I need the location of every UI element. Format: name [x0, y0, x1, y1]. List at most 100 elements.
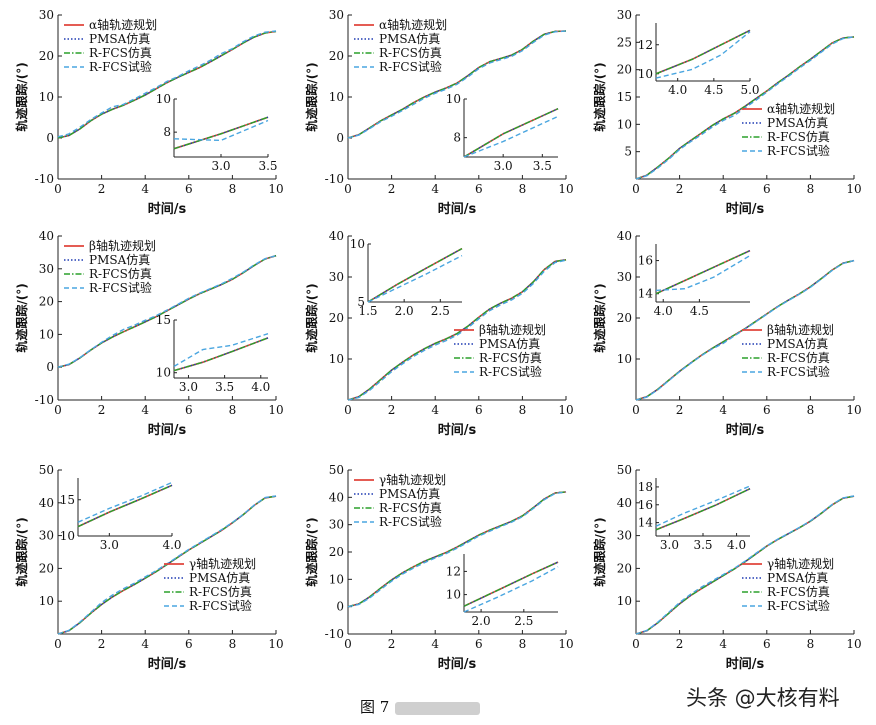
x-tick-label: 0 — [344, 637, 352, 651]
y-tick-label: 30 — [617, 529, 632, 543]
inset-x-tick-label: 3.0 — [494, 159, 513, 173]
legend-label: β轴轨迹规划 — [89, 238, 156, 253]
x-tick-label: 2 — [388, 637, 396, 651]
legend-label: R-FCS试验 — [767, 598, 830, 613]
y-axis-label: 轨迹跟踪/(°) — [304, 283, 319, 352]
legend-label: R-FCS试验 — [767, 143, 830, 158]
inset-x-tick-label: 3.5 — [215, 380, 234, 394]
y-tick-label: 40 — [617, 496, 632, 510]
caption-prefix: 图 7 — [360, 698, 390, 716]
chart-panel-4: 0 2 4 6 8 10-10010203040时间/s轨迹跟踪/(°)β轴轨迹规划PMS… — [14, 229, 284, 438]
legend-label: PMSA仿真 — [379, 32, 440, 46]
y-tick-label: 30 — [39, 262, 54, 276]
y-tick-label: 20 — [329, 311, 344, 325]
x-tick-label: 8 — [807, 637, 815, 651]
y-axis-label: 轨迹跟踪/(°) — [592, 283, 607, 352]
y-tick-label: 25 — [617, 35, 632, 49]
x-tick-label: 4 — [431, 403, 439, 417]
inset-y-tick-label: 15 — [60, 493, 75, 507]
inset: 3.0 3.5 4.0 10 15 — [156, 313, 271, 394]
y-tick-label: 30 — [617, 270, 632, 284]
x-tick-label: 2 — [98, 637, 106, 651]
legend-label: R-FCS试验 — [89, 280, 152, 295]
inset-x-tick-label: 1.5 — [358, 304, 377, 318]
y-tick-label: 20 — [39, 561, 54, 575]
inset-y-tick-label: 12 — [638, 38, 653, 52]
x-axis-label: 时间/s — [438, 656, 477, 672]
x-tick-label: 8 — [519, 403, 527, 417]
inset-series-3 — [655, 488, 751, 531]
figure-caption: 图 7 — [360, 696, 481, 717]
legend-label: α轴轨迹规划 — [379, 17, 447, 32]
inset-y-tick-label: 5 — [357, 295, 365, 309]
legend-label: β轴轨迹规划 — [767, 322, 834, 337]
y-tick-label: 50 — [39, 463, 54, 477]
inset: 4.0 4.5 5.0 10 12 — [638, 23, 760, 97]
inset-series-4 — [463, 566, 559, 613]
y-tick-label: 10 — [329, 352, 344, 366]
chart-panel-2: 0 2 4 6 8 10-100102030时间/s轨迹跟踪/(°)α轴轨迹规划PMSA仿… — [304, 8, 574, 217]
x-tick-label: 2 — [676, 637, 684, 651]
x-tick-label: 2 — [676, 403, 684, 417]
x-tick-label: 10 — [558, 182, 573, 196]
y-tick-label: 20 — [617, 561, 632, 575]
x-axis-label: 时间/s — [438, 201, 477, 217]
inset-y-tick-label: 10 — [638, 67, 653, 81]
inset-background — [174, 99, 268, 157]
x-tick-label: 2 — [388, 182, 396, 196]
main-series-1 — [347, 30, 567, 139]
inset-series-3 — [367, 247, 463, 303]
chart-panel-3: 0 2 4 6 8 10 5 10 15 20 25 30 时间/s 轨迹跟踪/(°) α轴轨迹规划PMSA… — [592, 8, 862, 217]
inset-x-tick-label: 3.0 — [211, 159, 230, 173]
inset-background — [656, 478, 750, 536]
caption-blurred-text — [395, 701, 481, 715]
inset-y-tick-label: 14 — [638, 516, 654, 530]
main-series-4 — [57, 30, 277, 138]
x-tick-label: 0 — [54, 182, 62, 196]
x-tick-label: 10 — [268, 403, 283, 417]
inset-series-3 — [655, 249, 751, 295]
inset-y-tick-label: 8 — [163, 125, 171, 139]
x-tick-label: 4 — [431, 182, 439, 196]
inset-x-tick-label: 4.0 — [654, 304, 673, 318]
x-tick-label: 6 — [185, 403, 193, 417]
inset-x-tick-label: 4.0 — [668, 83, 687, 97]
chart-panel-1: 0 2 4 6 8 10-100102030时间/s轨迹跟踪/(°)α轴轨迹规划PMSA仿… — [14, 8, 284, 217]
x-tick-label: 4 — [719, 637, 727, 651]
inset-series-3 — [173, 116, 269, 150]
legend-label: PMSA仿真 — [767, 571, 828, 585]
y-tick-label: 10 — [39, 594, 54, 608]
inset-x-tick-label: 2.5 — [431, 304, 450, 318]
inset-series-4 — [655, 254, 751, 292]
y-tick-label: 20 — [329, 49, 344, 63]
y-tick-label: 20 — [329, 545, 344, 559]
x-tick-label: 0 — [632, 182, 640, 196]
legend-label: R-FCS试验 — [767, 364, 830, 379]
x-tick-label: 0 — [632, 403, 640, 417]
x-tick-label: 10 — [846, 182, 861, 196]
legend-label: R-FCS仿真 — [89, 46, 152, 60]
y-tick-label: 50 — [329, 463, 344, 477]
inset-y-tick-label: 18 — [638, 480, 653, 494]
inset-series-3 — [655, 29, 751, 75]
x-tick-label: 4 — [141, 637, 149, 651]
y-tick-label: 0 — [46, 360, 54, 374]
x-tick-label: 2 — [98, 403, 106, 417]
x-axis-label: 时间/s — [726, 201, 765, 217]
inset-y-tick-label: 10 — [350, 237, 365, 251]
y-tick-label: 10 — [329, 572, 344, 586]
inset-series-4 — [463, 115, 559, 158]
inset: 3.0 3.5 4.0 14 16 18 — [638, 478, 751, 552]
legend-label: R-FCS仿真 — [767, 351, 830, 365]
y-tick-label: -10 — [325, 172, 344, 186]
y-tick-label: 40 — [329, 229, 344, 243]
legend-label: γ轴轨迹规划 — [767, 556, 834, 571]
inset-x-tick-label: 4.0 — [727, 538, 746, 552]
x-tick-label: 2 — [98, 182, 106, 196]
inset-x-tick-label: 3.5 — [533, 159, 552, 173]
